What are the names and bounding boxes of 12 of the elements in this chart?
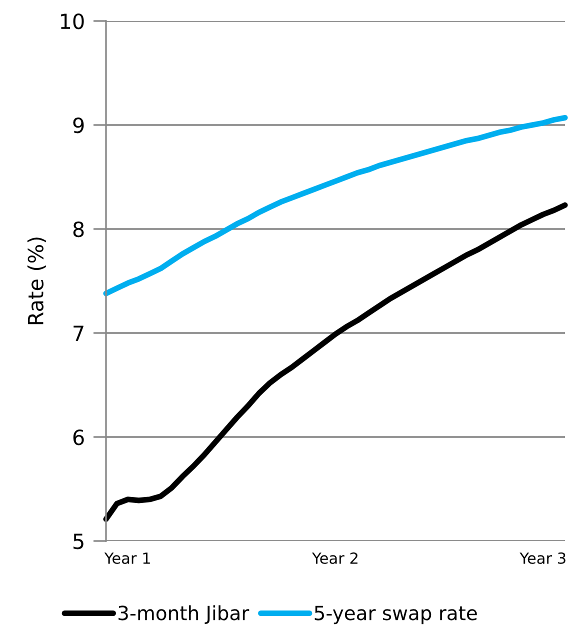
x-tick-label: Year 3 <box>520 552 566 564</box>
y-tick-label: 9 <box>73 117 84 134</box>
y-tick-label: 10 <box>60 13 84 30</box>
y-tick-label: 6 <box>73 429 84 446</box>
y-tick-label: 7 <box>74 326 84 341</box>
legend-label: 5-year swap rate <box>314 606 477 624</box>
x-tick-label: Year 1 <box>104 552 150 564</box>
y-tick-label: 5 <box>74 534 84 550</box>
legend-label: 3-month Jibar <box>118 605 250 624</box>
y-tick-label: 8 <box>73 221 84 238</box>
y-axis-title: Rate (%) <box>27 238 46 324</box>
x-tick-label: Year 2 <box>312 552 358 564</box>
